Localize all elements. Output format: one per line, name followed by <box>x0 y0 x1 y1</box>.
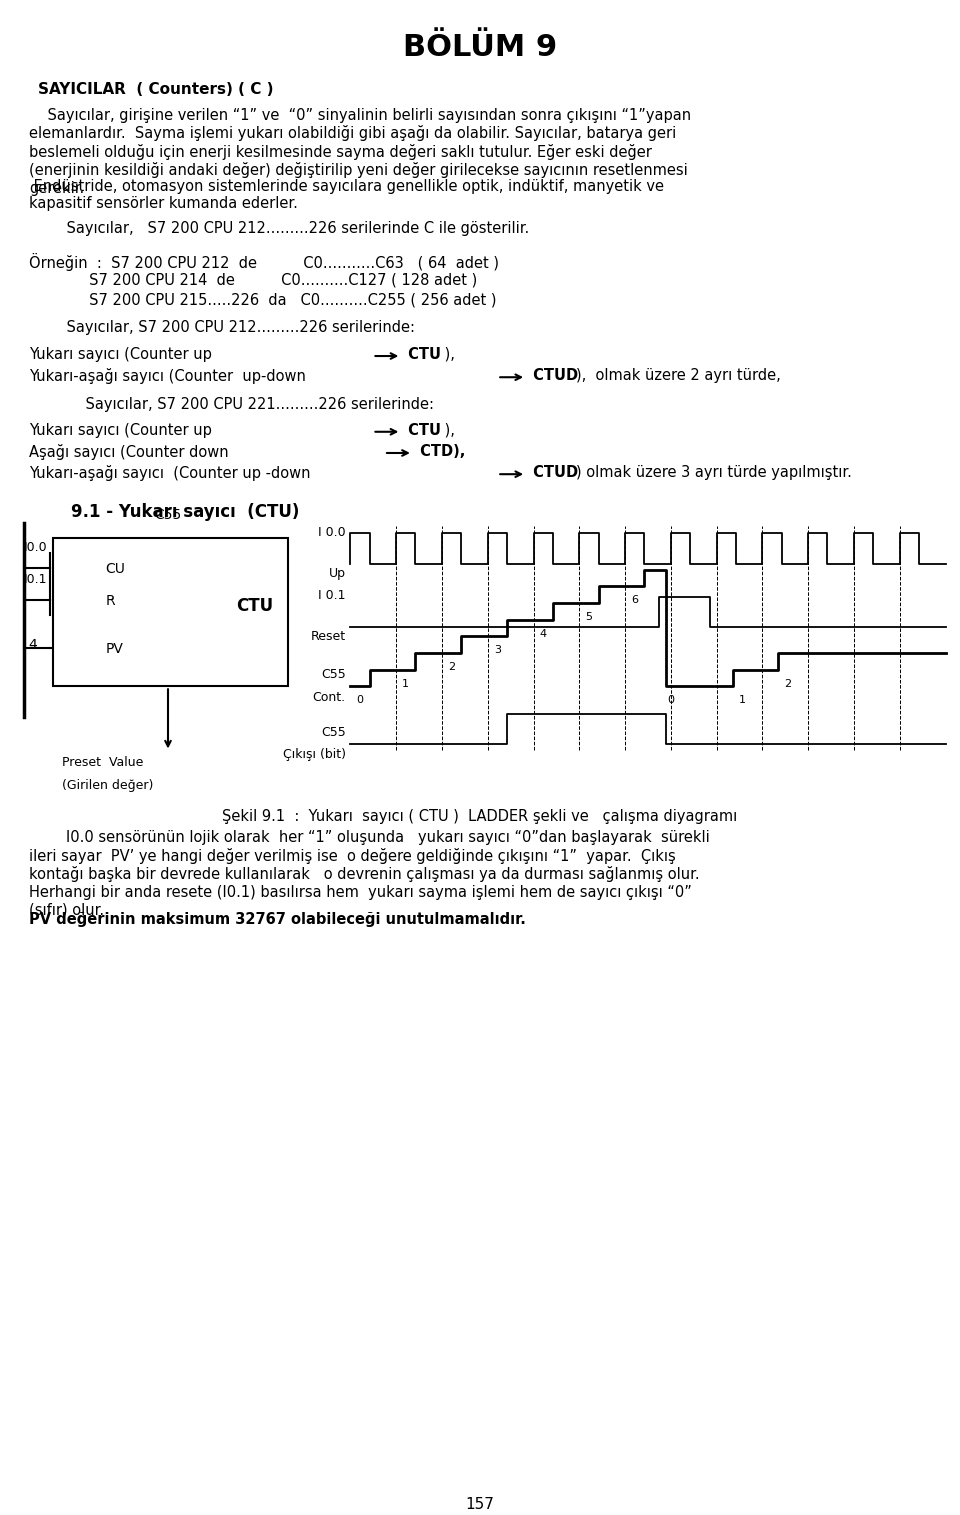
Text: Yukarı sayıcı (Counter up: Yukarı sayıcı (Counter up <box>29 423 211 438</box>
Text: 0: 0 <box>356 695 364 706</box>
Text: I0.0 sensörünün lojik olarak  her “1” oluşunda   yukarı sayıcı “0”dan başlayarak: I0.0 sensörünün lojik olarak her “1” olu… <box>29 830 709 917</box>
Text: 4: 4 <box>540 629 546 639</box>
Text: Aşağı sayıcı (Counter down: Aşağı sayıcı (Counter down <box>29 444 228 461</box>
Text: Şekil 9.1  :  Yukarı  sayıcı ( CTU )  LADDER şekli ve   çalışma diyagramı: Şekil 9.1 : Yukarı sayıcı ( CTU ) LADDER… <box>223 809 737 824</box>
Text: CTUD: CTUD <box>528 368 578 383</box>
Text: Yukarı-aşağı sayıcı (Counter  up-down: Yukarı-aşağı sayıcı (Counter up-down <box>29 368 305 385</box>
Text: I 0.1: I 0.1 <box>318 589 346 603</box>
Text: I0.0: I0.0 <box>24 541 48 554</box>
Text: R: R <box>106 594 115 608</box>
Text: Sayıcılar,   S7 200 CPU 212.........226 serilerinde C ile gösterilir.: Sayıcılar, S7 200 CPU 212.........226 se… <box>48 221 529 236</box>
Text: 1: 1 <box>739 695 746 706</box>
Text: 9.1 - Yukarı sayıcı  (CTU): 9.1 - Yukarı sayıcı (CTU) <box>48 503 300 521</box>
Text: Sayıcılar, girişine verilen “1” ve  “0” sinyalinin belirli sayısından sonra çıkı: Sayıcılar, girişine verilen “1” ve “0” s… <box>29 108 691 195</box>
Text: 4: 4 <box>28 638 36 651</box>
Text: C55: C55 <box>155 508 181 521</box>
Text: C55: C55 <box>321 668 346 682</box>
Text: 2: 2 <box>784 679 792 689</box>
Text: CTU: CTU <box>403 347 442 362</box>
Text: PV değerinin maksimum 32767 olabileceği unutulmamalıdır.: PV değerinin maksimum 32767 olabileceği … <box>29 912 526 927</box>
Text: 0: 0 <box>667 695 675 706</box>
Text: 1: 1 <box>402 679 409 689</box>
Text: CTU: CTU <box>403 423 442 438</box>
Text: 3: 3 <box>493 645 501 656</box>
Text: Preset  Value: Preset Value <box>62 756 144 770</box>
Bar <box>53 538 288 686</box>
Text: CTD),: CTD), <box>415 444 465 459</box>
Text: BÖLÜM 9: BÖLÜM 9 <box>403 33 557 62</box>
Text: ),  olmak üzere 2 ayrı türde,: ), olmak üzere 2 ayrı türde, <box>576 368 780 383</box>
Text: (Girilen değer): (Girilen değer) <box>62 779 154 792</box>
Text: 6: 6 <box>632 595 638 606</box>
Text: Çıkışı (bit): Çıkışı (bit) <box>282 748 346 762</box>
Text: I 0.0: I 0.0 <box>318 526 346 539</box>
Text: I0.1: I0.1 <box>24 573 47 586</box>
Text: ),: ), <box>440 423 454 438</box>
Text: ) olmak üzere 3 ayrı türde yapılmıştır.: ) olmak üzere 3 ayrı türde yapılmıştır. <box>576 465 852 480</box>
Text: C55: C55 <box>321 726 346 739</box>
Text: 157: 157 <box>466 1497 494 1512</box>
Text: S7 200 CPU 214  de          C0..........C127 ( 128 adet ): S7 200 CPU 214 de C0..........C127 ( 128… <box>29 273 477 288</box>
Text: PV: PV <box>106 642 124 656</box>
Text: Yukarı sayıcı (Counter up: Yukarı sayıcı (Counter up <box>29 347 211 362</box>
Text: Örneğin  :  S7 200 CPU 212  de          C0...........C63   ( 64  adet ): Örneğin : S7 200 CPU 212 de C0..........… <box>29 253 499 271</box>
Text: CU: CU <box>106 562 126 576</box>
Text: 5: 5 <box>586 612 592 623</box>
Text: SAYICILAR  ( Counters) ( C ): SAYICILAR ( Counters) ( C ) <box>38 82 274 97</box>
Text: Sayıcılar, S7 200 CPU 212.........226 serilerinde:: Sayıcılar, S7 200 CPU 212.........226 se… <box>48 320 415 335</box>
Text: Sayıcılar, S7 200 CPU 221.........226 serilerinde:: Sayıcılar, S7 200 CPU 221.........226 se… <box>67 397 434 412</box>
Text: ),: ), <box>440 347 454 362</box>
Text: Cont.: Cont. <box>312 691 346 704</box>
Text: CTU: CTU <box>236 597 273 615</box>
Text: Yukarı-aşağı sayıcı  (Counter up -down: Yukarı-aşağı sayıcı (Counter up -down <box>29 465 310 482</box>
Text: S7 200 CPU 215.....226  da   C0..........C255 ( 256 adet ): S7 200 CPU 215.....226 da C0..........C2… <box>29 292 496 308</box>
Text: CTUD: CTUD <box>528 465 578 480</box>
Text: Up: Up <box>328 567 346 580</box>
Text: Endüstride, otomasyon sistemlerinde sayıcılara genellikle optik, indüktif, manye: Endüstride, otomasyon sistemlerinde sayı… <box>29 179 663 211</box>
Text: Reset: Reset <box>310 630 346 644</box>
Text: 2: 2 <box>448 662 455 673</box>
